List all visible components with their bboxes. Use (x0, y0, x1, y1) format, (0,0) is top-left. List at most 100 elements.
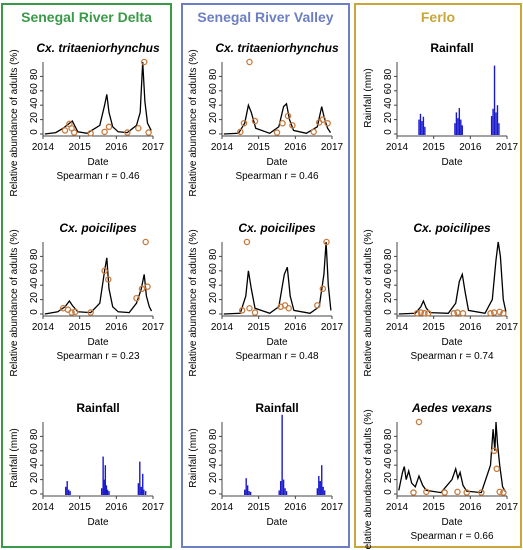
x-tick-label: 2016 (284, 322, 307, 333)
data-point (140, 58, 148, 66)
chart-3: Cx. tritaeniorhynchus 0 20 40 60 80 2014 2015 20… (188, 41, 344, 197)
panel-senegal-river-valley: Senegal River Valley (181, 3, 350, 548)
panel-ferlo: Ferlo (354, 3, 522, 548)
x-axis-label: Date (441, 337, 463, 348)
y-tick-label: 60 (208, 443, 219, 455)
y-tick-label: 0 (383, 129, 394, 135)
spearman-annotation: Spearman r = 0.23 (56, 351, 140, 362)
y-tick-label: 40 (208, 277, 219, 289)
data-point (87, 130, 94, 137)
data-point (237, 128, 244, 136)
data-point (415, 418, 423, 426)
series-line (44, 61, 152, 135)
data-point (319, 116, 327, 123)
x-tick-label: 2015 (69, 322, 92, 333)
chart-title: Cx. poicilipes (413, 221, 491, 235)
data-point (144, 283, 151, 290)
spearman-annotation: Spearman r = 0.74 (410, 351, 494, 362)
x-tick-label: 2015 (248, 142, 271, 153)
chart-0: Cx. tritaeniorhynchus 0 20 40 60 80 2014 2015 20… (9, 41, 165, 197)
data-point (285, 304, 292, 312)
spearman-annotation: Spearman r = 0.48 (235, 351, 319, 362)
x-tick-label: 2017 (496, 142, 519, 153)
data-point (454, 488, 461, 496)
data-point (324, 119, 331, 127)
spearman-annotation: Spearman r = 0.46 (235, 171, 319, 182)
data-point (145, 129, 152, 136)
panel-title: Senegal River Delta (21, 9, 152, 25)
x-tick-label: 2015 (248, 502, 271, 513)
y-tick-label: 20 (208, 112, 219, 124)
y-tick-label: 60 (208, 263, 219, 275)
data-point (421, 310, 428, 317)
x-tick-label: 2017 (321, 502, 344, 513)
x-tick-label: 2014 (386, 142, 409, 153)
x-tick-label: 2014 (32, 322, 55, 333)
x-tick-label: 2014 (386, 322, 409, 333)
data-point (450, 310, 458, 317)
x-tick-label: 2014 (32, 502, 55, 513)
y-tick-label: 40 (383, 457, 394, 469)
data-point (417, 309, 425, 316)
panel-title: Ferlo (420, 9, 456, 25)
data-point (319, 285, 327, 293)
x-tick-label: 2017 (142, 142, 165, 153)
y-tick-label: 80 (383, 428, 394, 440)
chart-title: Cx. tritaeniorhynchus (215, 41, 339, 55)
data-point (410, 489, 417, 496)
y-axis-label: Relative abundance of adults (%) (9, 229, 20, 376)
data-point (246, 304, 253, 312)
y-tick-label: 40 (208, 457, 219, 469)
y-tick-label: 0 (29, 129, 40, 135)
data-point (279, 119, 286, 127)
data-point (284, 112, 292, 120)
y-tick-label: 40 (383, 277, 394, 289)
series-line (398, 421, 507, 494)
x-axis-label: Date (441, 517, 463, 528)
y-tick-label: 60 (383, 443, 394, 455)
data-point (101, 128, 108, 136)
series-line (44, 257, 153, 315)
data-point (135, 124, 142, 132)
data-point (463, 489, 470, 496)
y-tick-label: 60 (383, 83, 394, 95)
x-tick-label: 2017 (496, 322, 519, 333)
x-tick-label: 2015 (423, 502, 446, 513)
spearman-annotation: Spearman r = 0.66 (410, 531, 494, 542)
x-axis-label: Date (266, 157, 288, 168)
chart-4: Cx. poicilipes 0 20 40 60 80 2014 2015 2016 2017 D… (188, 221, 344, 377)
y-tick-label: 40 (383, 97, 394, 109)
x-tick-label: 2014 (211, 322, 234, 333)
x-tick-label: 2016 (284, 142, 307, 153)
y-tick-label: 0 (29, 309, 40, 315)
x-tick-label: 2017 (142, 322, 165, 333)
data-point (500, 310, 507, 317)
x-tick-label: 2017 (496, 502, 519, 513)
chart-7: Cx. poicilipes 0 20 40 60 80 2014 2015 2016 2017 D… (363, 221, 519, 377)
panel-title: Senegal River Valley (197, 9, 334, 25)
y-tick-label: 40 (29, 277, 40, 289)
y-tick-label: 60 (383, 263, 394, 275)
x-tick-label: 2014 (211, 142, 234, 153)
y-tick-label: 80 (208, 68, 219, 80)
data-point (68, 309, 75, 316)
y-tick-label: 60 (208, 83, 219, 95)
x-tick-label: 2015 (423, 142, 446, 153)
data-point (61, 127, 69, 134)
data-point (238, 307, 246, 314)
chart-title: Cx. poicilipes (238, 221, 316, 235)
data-point (289, 122, 296, 129)
chart-title: Aedes vexans (411, 401, 492, 415)
y-axis-label: Relative abundance of adults (%) (9, 49, 20, 196)
y-tick-label: 0 (208, 309, 219, 315)
y-axis-label: Rainfall (mm) (9, 428, 20, 487)
x-axis-label: Date (266, 517, 288, 528)
series-line (398, 241, 507, 315)
y-axis-label: Relative abundance of adults (%) (188, 49, 199, 196)
x-tick-label: 2017 (321, 142, 344, 153)
y-tick-label: 80 (29, 68, 40, 80)
data-point (493, 465, 500, 473)
data-point (240, 119, 248, 127)
data-point (413, 310, 421, 317)
